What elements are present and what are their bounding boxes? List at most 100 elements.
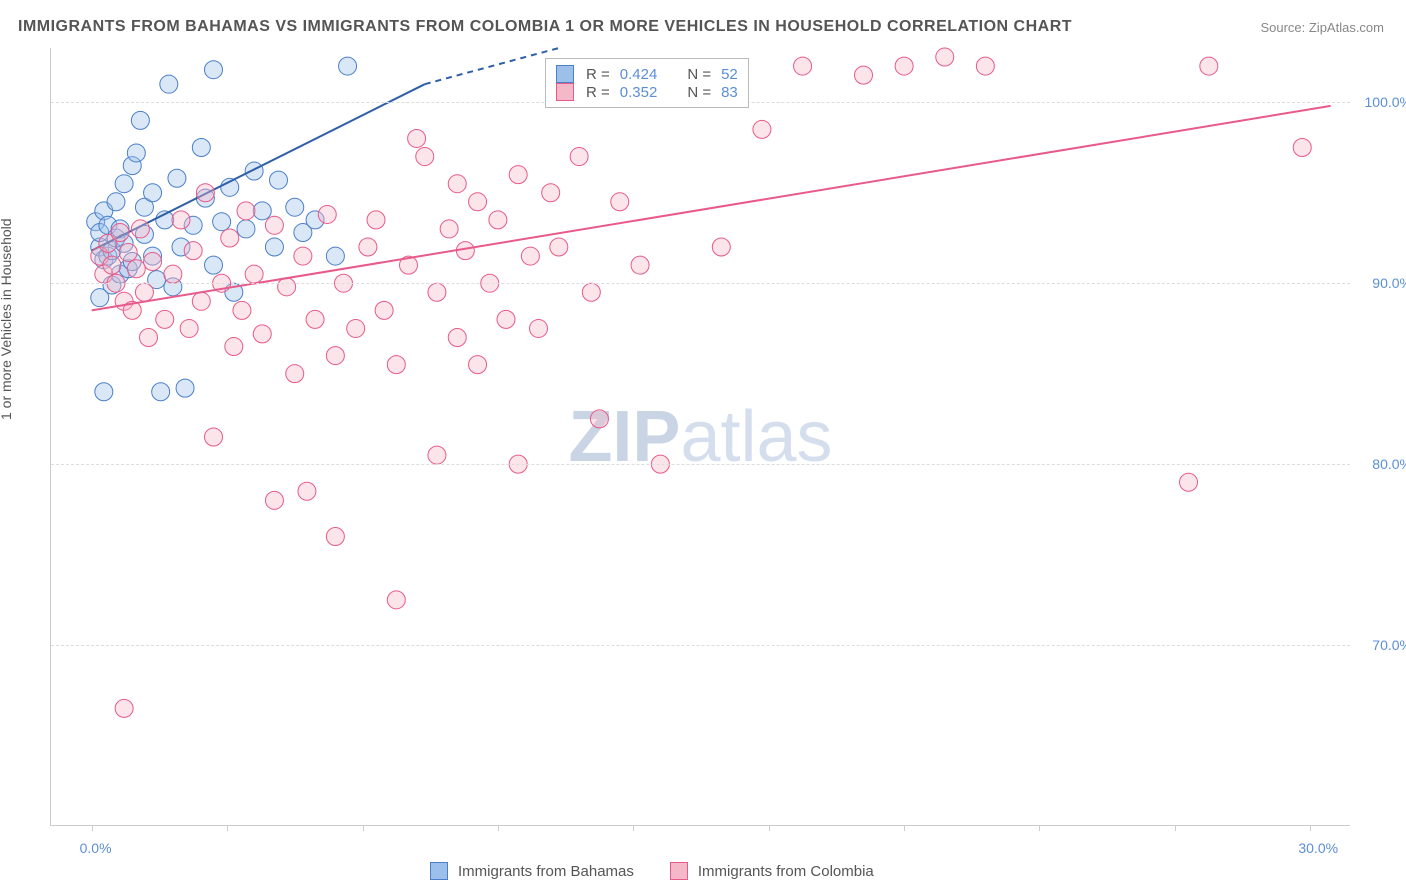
regression-line [92, 106, 1331, 310]
scatter-point [306, 310, 324, 328]
scatter-point [530, 319, 548, 337]
scatter-point [408, 129, 426, 147]
scatter-point [115, 175, 133, 193]
scatter-point [367, 211, 385, 229]
scatter-point [119, 243, 137, 261]
legend-N-value: 52 [721, 66, 738, 83]
scatter-point [1200, 57, 1218, 75]
x-tick [363, 825, 364, 831]
scatter-point [192, 139, 210, 157]
legend-R-label: R = [586, 84, 610, 101]
scatter-point [164, 265, 182, 283]
x-tick-label: 0.0% [80, 840, 112, 856]
y-tick-label: 90.0% [1372, 275, 1406, 291]
scatter-point [144, 252, 162, 270]
scatter-point [253, 202, 271, 220]
scatter-point [233, 301, 251, 319]
scatter-point [794, 57, 812, 75]
scatter-point [205, 61, 223, 79]
gridline [51, 645, 1350, 646]
scatter-point [107, 193, 125, 211]
y-axis-label: 1 or more Vehicles in Household [0, 218, 14, 420]
scatter-point [550, 238, 568, 256]
scatter-point [184, 242, 202, 260]
scatter-point [168, 169, 186, 187]
source-label: Source: ZipAtlas.com [1260, 20, 1384, 35]
chart-svg [51, 48, 1350, 825]
scatter-point [976, 57, 994, 75]
scatter-point [359, 238, 377, 256]
x-tick [498, 825, 499, 831]
correlation-legend-row: R =0.424N =52 [556, 65, 738, 83]
scatter-point [416, 148, 434, 166]
scatter-point [582, 283, 600, 301]
scatter-point [237, 202, 255, 220]
scatter-point [521, 247, 539, 265]
plot-area: ZIPatlas 70.0%80.0%90.0%100.0%0.0%30.0% [50, 48, 1350, 826]
legend-R-label: R = [586, 66, 610, 83]
scatter-point [225, 338, 243, 356]
scatter-point [326, 528, 344, 546]
gridline [51, 464, 1350, 465]
x-tick [92, 825, 93, 831]
scatter-point [221, 229, 239, 247]
scatter-point [448, 328, 466, 346]
scatter-point [152, 383, 170, 401]
scatter-point [855, 66, 873, 84]
scatter-point [213, 213, 231, 231]
x-tick [633, 825, 634, 831]
scatter-point [753, 120, 771, 138]
scatter-point [111, 224, 129, 242]
legend-swatch [670, 862, 688, 880]
scatter-point [339, 57, 357, 75]
scatter-point [469, 356, 487, 374]
legend-swatch [556, 65, 574, 83]
scatter-point [631, 256, 649, 274]
scatter-point [286, 365, 304, 383]
scatter-point [245, 265, 263, 283]
scatter-point [375, 301, 393, 319]
legend-N-label: N = [687, 84, 711, 101]
scatter-point [936, 48, 954, 66]
scatter-point [115, 699, 133, 717]
y-tick-label: 80.0% [1372, 456, 1406, 472]
scatter-point [347, 319, 365, 337]
y-tick-label: 70.0% [1372, 637, 1406, 653]
scatter-point [428, 283, 446, 301]
scatter-point [895, 57, 913, 75]
scatter-point [253, 325, 271, 343]
series-legend-item: Immigrants from Colombia [670, 862, 874, 880]
x-tick [1310, 825, 1311, 831]
scatter-point [570, 148, 588, 166]
scatter-point [140, 328, 158, 346]
scatter-point [265, 491, 283, 509]
scatter-point [286, 198, 304, 216]
scatter-point [387, 356, 405, 374]
scatter-point [542, 184, 560, 202]
x-tick [769, 825, 770, 831]
scatter-point [509, 166, 527, 184]
y-tick-label: 100.0% [1365, 94, 1406, 110]
scatter-point [176, 379, 194, 397]
legend-swatch [430, 862, 448, 880]
legend-N-value: 83 [721, 84, 738, 101]
scatter-point [298, 482, 316, 500]
scatter-point [1180, 473, 1198, 491]
scatter-point [428, 446, 446, 464]
scatter-point [1293, 139, 1311, 157]
scatter-point [265, 216, 283, 234]
scatter-point [469, 193, 487, 211]
scatter-point [103, 256, 121, 274]
scatter-point [265, 238, 283, 256]
scatter-point [326, 347, 344, 365]
scatter-point [387, 591, 405, 609]
correlation-legend-row: R =0.352N =83 [556, 83, 738, 101]
scatter-point [156, 310, 174, 328]
scatter-point [172, 211, 190, 229]
scatter-point [440, 220, 458, 238]
scatter-point [135, 283, 153, 301]
legend-R-value: 0.424 [620, 66, 658, 83]
scatter-point [294, 247, 312, 265]
scatter-point [318, 205, 336, 223]
scatter-point [611, 193, 629, 211]
